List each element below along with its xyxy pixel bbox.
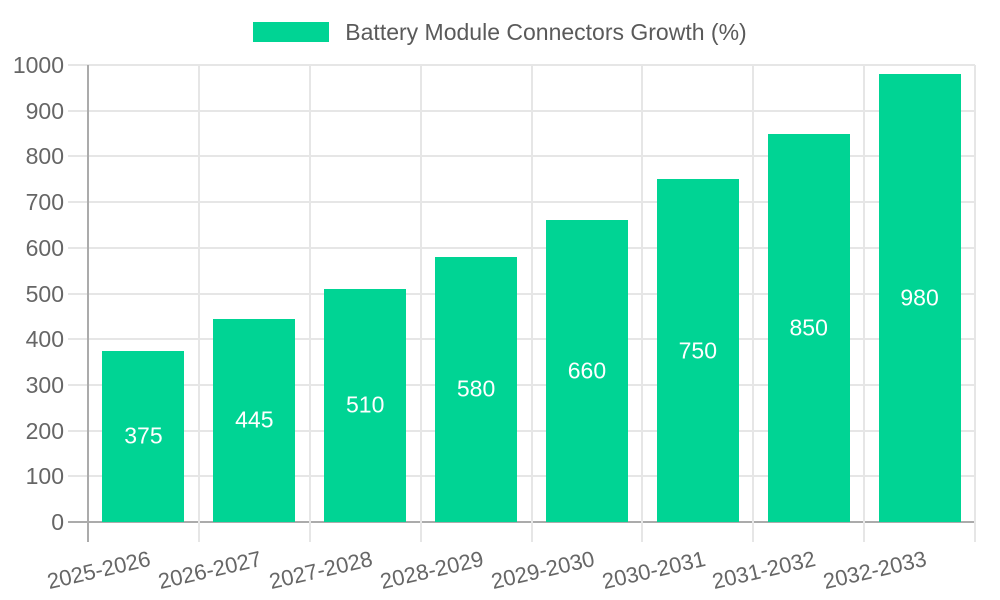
gridline-y <box>68 201 975 204</box>
gridline-x <box>752 65 755 542</box>
gridline-y <box>68 429 975 432</box>
y-tick-label: 1000 <box>12 52 64 78</box>
gridline-y <box>68 383 975 386</box>
y-tick-label: 0 <box>51 509 64 535</box>
bar[interactable] <box>878 74 961 522</box>
x-tick-label: 2026-2027 <box>155 546 264 595</box>
gridline-x <box>308 65 311 542</box>
gridline-y <box>68 109 975 112</box>
gridline-y <box>68 338 975 341</box>
gridline-x <box>530 65 533 542</box>
gridline-y <box>68 475 975 478</box>
y-tick-label: 600 <box>25 234 64 261</box>
x-tick-label: 2029-2030 <box>488 546 597 595</box>
x-tick-label: 2025-2026 <box>44 546 154 595</box>
bar[interactable] <box>767 133 850 522</box>
bar[interactable] <box>213 318 296 522</box>
gridline-y <box>68 64 975 66</box>
x-tick-label: 2031-2032 <box>710 546 819 595</box>
gridline-y <box>68 292 975 295</box>
bar-value-label: 375 <box>124 422 163 449</box>
x-tick-label: 2028-2029 <box>377 546 486 595</box>
bar[interactable] <box>656 179 739 522</box>
gridline-y <box>68 155 975 158</box>
gridline-x <box>641 65 644 542</box>
bar-value-label: 580 <box>456 375 496 402</box>
y-tick-label: 200 <box>25 417 64 444</box>
bar-value-label: 445 <box>235 406 274 433</box>
bar-value-label: 980 <box>900 284 939 311</box>
y-axis-line <box>87 65 89 542</box>
x-tick-label: 2032-2033 <box>821 546 930 595</box>
bar-value-label: 750 <box>678 337 717 364</box>
y-tick-label: 700 <box>25 189 64 216</box>
bar-value-label: 850 <box>789 314 828 341</box>
legend-label: Battery Module Connectors Growth (%) <box>345 18 747 45</box>
bar-value-label: 660 <box>567 357 607 384</box>
bar[interactable] <box>102 350 185 522</box>
x-tick-label: 2030-2031 <box>599 546 708 595</box>
gridline-x <box>863 65 866 542</box>
legend-swatch <box>253 22 330 42</box>
y-tick-label: 100 <box>25 463 64 490</box>
legend[interactable]: Battery Module Connectors Growth (%) <box>0 16 1000 48</box>
gridline-x <box>974 65 976 542</box>
x-axis-line <box>68 521 975 523</box>
y-tick-label: 500 <box>25 280 64 307</box>
gridline-x <box>197 65 200 542</box>
bar-value-label: 510 <box>346 391 385 418</box>
y-tick-label: 300 <box>25 371 64 398</box>
bar[interactable] <box>435 256 518 522</box>
gridline-y <box>68 246 975 249</box>
x-tick-label: 2027-2028 <box>266 546 375 595</box>
y-tick-label: 900 <box>25 97 64 124</box>
bar[interactable] <box>545 220 628 522</box>
y-tick-label: 800 <box>25 143 64 170</box>
gridline-x <box>419 65 422 542</box>
bar[interactable] <box>324 288 407 522</box>
y-tick-label: 400 <box>25 326 64 353</box>
